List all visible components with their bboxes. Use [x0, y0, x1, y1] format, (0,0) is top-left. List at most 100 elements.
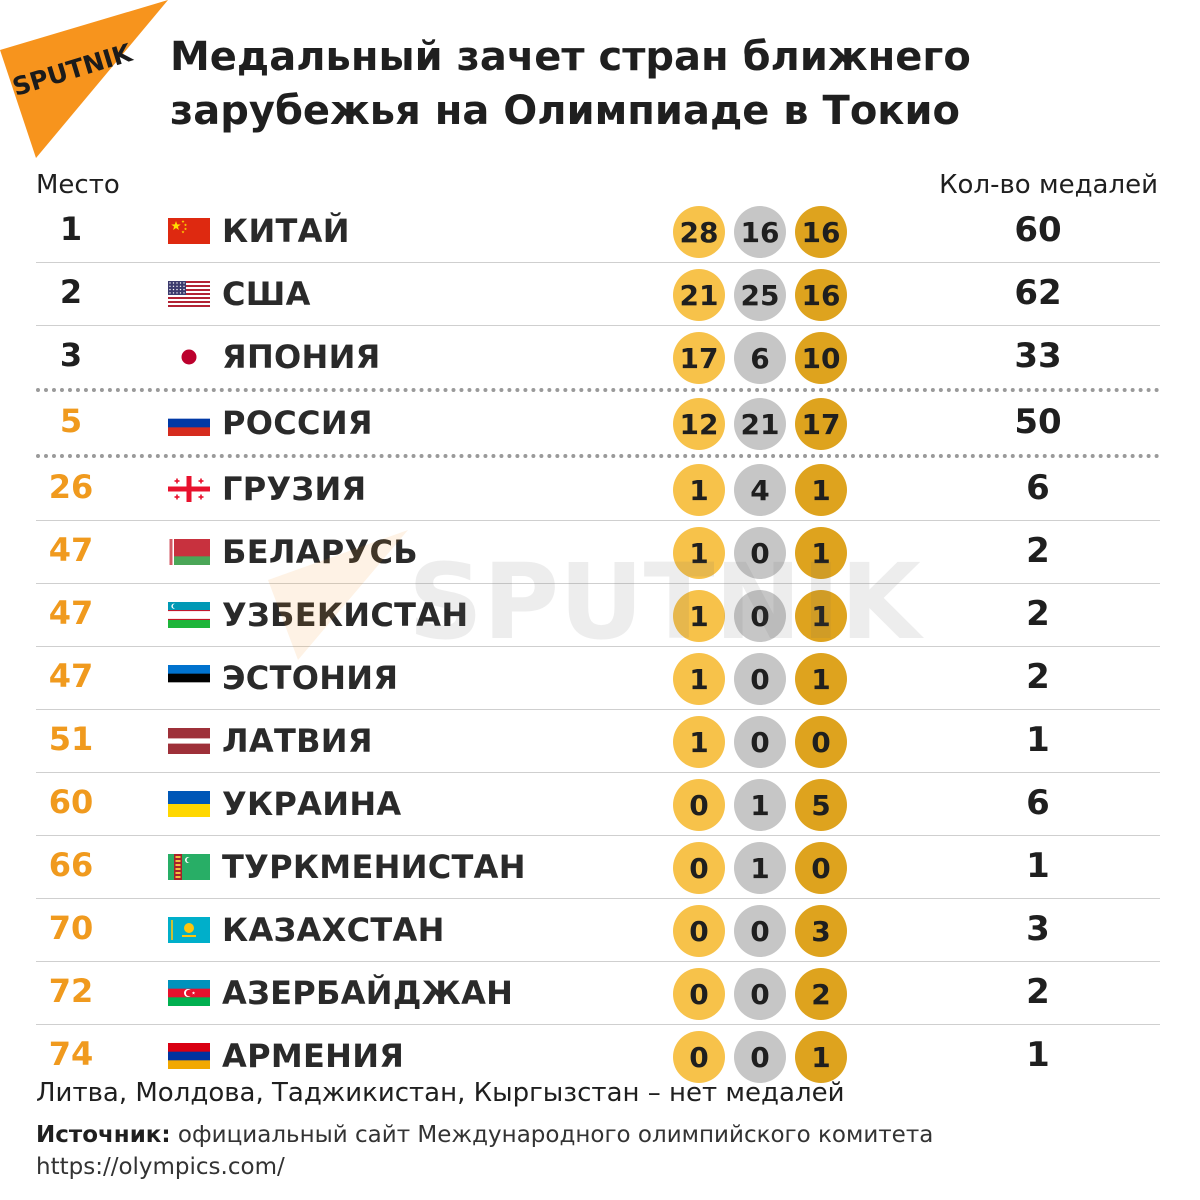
medal-table: 1 КИТАЙ 28 16 16 60 2 США 21 25 16 62 3 ЯПОНИЯ 17 6 10 33…: [36, 200, 1160, 1087]
place-value: 60: [48, 783, 94, 821]
table-row: 1 КИТАЙ 28 16 16 60: [36, 200, 1160, 263]
silver-medal-count: 0: [734, 527, 786, 579]
gold-medal-count: 0: [673, 1031, 725, 1083]
flag-az-icon: [168, 980, 210, 1006]
silver-medal-count: 0: [734, 590, 786, 642]
flag-tm-icon: [168, 854, 210, 880]
flag-am-icon: [168, 1043, 210, 1069]
source-text: официальный сайт Международного олимпийс…: [170, 1122, 934, 1148]
place-value: 51: [48, 720, 94, 758]
place-value: 66: [48, 846, 94, 884]
place-value: 5: [59, 402, 83, 440]
flag-ru-icon: [168, 410, 210, 436]
silver-medal-count: 1: [734, 779, 786, 831]
gold-medal-count: 1: [673, 590, 725, 642]
flag-us-icon: [168, 281, 210, 307]
silver-medal-count: 0: [734, 653, 786, 705]
table-row: 72 АЗЕРБАЙДЖАН 0 0 2 2: [36, 962, 1160, 1025]
total-medals: 2: [1026, 531, 1050, 571]
table-row: 26 ГРУЗИЯ 1 4 1 6: [36, 458, 1160, 521]
gold-medal-count: 21: [673, 269, 725, 321]
bronze-medal-count: 16: [795, 206, 847, 258]
flag-kz-icon: [168, 917, 210, 943]
table-row: 66 ТУРКМЕНИСТАН 0 1 0 1: [36, 836, 1160, 899]
place-value: 1: [59, 210, 83, 248]
table-row: 70 КАЗАХСТАН 0 0 3 3: [36, 899, 1160, 962]
flag-ee-icon: [168, 665, 210, 691]
total-medals: 60: [1014, 210, 1062, 250]
gold-medal-count: 28: [673, 206, 725, 258]
gold-medal-count: 0: [673, 779, 725, 831]
silver-medal-count: 0: [734, 905, 786, 957]
bronze-medal-count: 5: [795, 779, 847, 831]
total-medals: 6: [1026, 783, 1050, 823]
country-name: КАЗАХСТАН: [222, 911, 445, 949]
gold-medal-count: 17: [673, 332, 725, 384]
country-name: КИТАЙ: [222, 212, 350, 250]
table-row: 47 БЕЛАРУСЬ 1 0 1 2: [36, 521, 1160, 584]
table-row: 5 РОССИЯ 12 21 17 50: [36, 392, 1160, 458]
gold-medal-count: 1: [673, 716, 725, 768]
flag-jp-icon: [168, 344, 210, 370]
source-label: Источник:: [36, 1122, 171, 1148]
place-value: 70: [48, 909, 94, 947]
gold-medal-count: 1: [673, 464, 725, 516]
total-medals: 2: [1026, 657, 1050, 697]
total-medals: 2: [1026, 972, 1050, 1012]
table-row: 47 ЭСТОНИЯ 1 0 1 2: [36, 647, 1160, 710]
total-medals: 1: [1026, 846, 1050, 886]
country-name: ЛАТВИЯ: [222, 722, 373, 760]
header-total: Кол-во медалей: [939, 170, 1158, 200]
country-name: США: [222, 275, 311, 313]
silver-medal-count: 4: [734, 464, 786, 516]
bronze-medal-count: 3: [795, 905, 847, 957]
header-place: Место: [36, 170, 120, 200]
total-medals: 1: [1026, 720, 1050, 760]
flag-ge-icon: [168, 476, 210, 502]
flag-cn-icon: [168, 218, 210, 244]
bronze-medal-count: 16: [795, 269, 847, 321]
table-row: 51 ЛАТВИЯ 1 0 0 1: [36, 710, 1160, 773]
total-medals: 33: [1014, 336, 1062, 376]
bronze-medal-count: 10: [795, 332, 847, 384]
gold-medal-count: 0: [673, 968, 725, 1020]
silver-medal-count: 0: [734, 968, 786, 1020]
bronze-medal-count: 1: [795, 590, 847, 642]
silver-medal-count: 16: [734, 206, 786, 258]
place-value: 3: [59, 336, 83, 374]
table-row: 47 УЗБЕКИСТАН 1 0 1 2: [36, 584, 1160, 647]
gold-medal-count: 0: [673, 842, 725, 894]
flag-lv-icon: [168, 728, 210, 754]
table-row: 74 АРМЕНИЯ 0 0 1 1: [36, 1025, 1160, 1087]
source-line: Источник: официальный сайт Международног…: [36, 1122, 933, 1148]
page-title: Медальный зачет стран ближнего зарубежья…: [170, 34, 971, 134]
bronze-medal-count: 1: [795, 464, 847, 516]
country-name: УЗБЕКИСТАН: [222, 596, 469, 634]
silver-medal-count: 1: [734, 842, 786, 894]
bronze-medal-count: 1: [795, 527, 847, 579]
total-medals: 2: [1026, 594, 1050, 634]
place-value: 47: [48, 657, 94, 695]
place-value: 74: [48, 1035, 94, 1073]
silver-medal-count: 25: [734, 269, 786, 321]
bronze-medal-count: 2: [795, 968, 847, 1020]
no-medals-note: Литва, Молдова, Таджикистан, Кыргызстан …: [36, 1078, 845, 1108]
country-name: ГРУЗИЯ: [222, 470, 367, 508]
place-value: 47: [48, 531, 94, 569]
silver-medal-count: 0: [734, 716, 786, 768]
country-name: УКРАИНА: [222, 785, 402, 823]
bronze-medal-count: 1: [795, 1031, 847, 1083]
total-medals: 3: [1026, 909, 1050, 949]
gold-medal-count: 0: [673, 905, 725, 957]
place-value: 47: [48, 594, 94, 632]
source-url[interactable]: https://olympics.com/: [36, 1154, 285, 1180]
flag-ua-icon: [168, 791, 210, 817]
flag-uz-icon: [168, 602, 210, 628]
place-value: 26: [48, 468, 94, 506]
place-value: 2: [59, 273, 83, 311]
total-medals: 1: [1026, 1035, 1050, 1075]
bronze-medal-count: 17: [795, 398, 847, 450]
bronze-medal-count: 1: [795, 653, 847, 705]
bronze-medal-count: 0: [795, 842, 847, 894]
country-name: БЕЛАРУСЬ: [222, 533, 418, 571]
